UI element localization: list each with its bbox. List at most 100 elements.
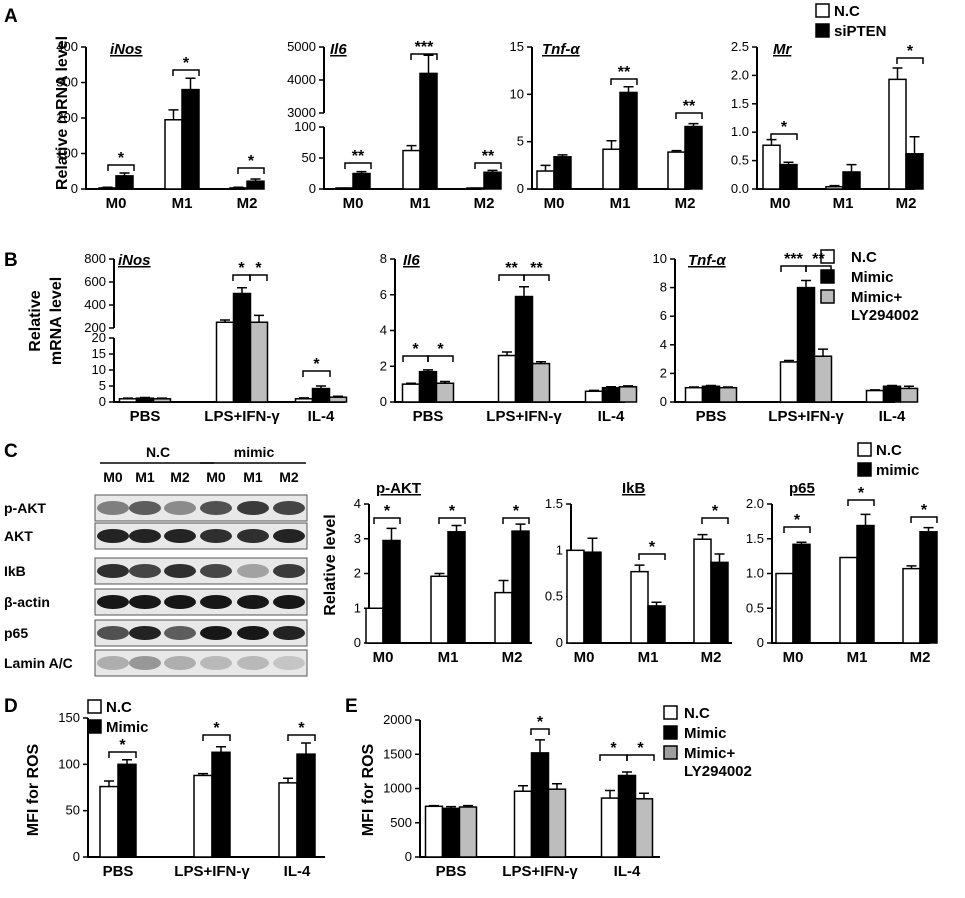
y-tick-label: 0.0	[731, 181, 749, 196]
error-bar	[697, 533, 708, 540]
bar-mimic-ly294002	[458, 806, 478, 858]
bar-mimic	[882, 385, 902, 403]
error-bar	[220, 319, 230, 323]
significance-bracket	[373, 517, 401, 524]
error-bar	[829, 184, 840, 187]
category-label: M0	[343, 195, 364, 212]
y-tick-label: 5000	[287, 39, 316, 54]
panel-label-e: E	[345, 696, 358, 717]
significance-bracket	[523, 274, 550, 281]
bar-mimic-ly294002	[531, 362, 551, 403]
y-tick-label: 300	[56, 75, 78, 90]
error-bar	[634, 564, 645, 572]
error-bar	[122, 758, 132, 765]
error-bar	[463, 804, 473, 807]
bar-n-c	[193, 774, 213, 858]
significance-bracket	[770, 133, 798, 140]
bar-sipten	[779, 163, 798, 190]
y-tick-label: 0	[309, 181, 316, 196]
legend-swatch-ly	[820, 289, 835, 304]
significance-bracket	[237, 167, 265, 174]
bar-n-c	[762, 144, 781, 190]
bar-sipten	[419, 72, 438, 190]
y-tick-label: 6	[660, 308, 667, 323]
bar-sipten	[483, 171, 502, 190]
legend-label-nc: N.C	[684, 705, 710, 722]
bar-mimic	[856, 524, 875, 644]
chart-c2: 0 0.5 1 1.5 IkB M0 M1 M2 * *	[545, 480, 732, 666]
bar-mimic	[447, 531, 466, 644]
y-tick-label: 0	[517, 181, 524, 196]
blot-band	[97, 626, 129, 640]
significance-marker: *	[118, 150, 125, 167]
error-bar	[301, 742, 311, 755]
legend-swatch-mimic	[87, 719, 102, 734]
y-tick-label: 10	[510, 86, 524, 101]
bar-n-c	[497, 354, 517, 403]
y-tick-label: 2	[660, 365, 667, 380]
significance-marker: *	[238, 260, 245, 277]
y-tick-label: 0.5	[545, 589, 563, 604]
bar-n-c	[839, 556, 858, 644]
legend-swatch-mimic	[857, 462, 872, 477]
error-bar	[237, 287, 247, 294]
significance-marker: *	[183, 55, 190, 72]
y-tick-label: 1.0	[746, 566, 764, 581]
category-label: M2	[502, 649, 523, 666]
blot-band	[97, 656, 129, 670]
bar-sipten	[352, 172, 371, 190]
bar-n-c	[566, 549, 585, 644]
significance-bracket	[805, 265, 832, 272]
error-bar	[870, 389, 880, 391]
bar-n-c	[584, 390, 604, 403]
bar-mimic	[296, 753, 316, 858]
category-label: M1	[410, 195, 431, 212]
blot-lane-label: M1	[135, 469, 155, 485]
y-tick-label: 8	[660, 280, 667, 295]
blot-band	[164, 656, 196, 670]
y-tick-label: 10	[92, 362, 106, 377]
y-tick-label: 100	[58, 756, 80, 771]
blot-band	[273, 501, 305, 515]
bar-mimic	[601, 386, 621, 403]
y-tick-label: 1.5	[731, 96, 749, 111]
significance-bracket	[502, 517, 530, 524]
error-bar	[651, 601, 662, 606]
y-tick-label: 0	[660, 394, 667, 409]
y-tick-label: 4	[354, 496, 361, 511]
error-bar	[406, 382, 416, 385]
significance-marker: *	[437, 341, 444, 358]
significance-marker: *	[858, 485, 865, 502]
blot-band	[164, 595, 196, 609]
bar-mimic	[232, 292, 252, 403]
y-tick-label: 8	[380, 251, 387, 266]
bar-mimic	[583, 551, 602, 644]
legend-label-mimic: Mimic	[106, 719, 149, 736]
blot-band	[200, 656, 232, 670]
error-bar	[123, 397, 133, 399]
category-label: LPS+IFN-γ	[174, 863, 250, 880]
y-tick-label: 600	[84, 274, 106, 289]
category-label: M1	[833, 195, 854, 212]
blot-band	[200, 595, 232, 609]
legend-swatch-sipten	[815, 23, 830, 38]
error-bar	[423, 369, 433, 372]
y-tick-label: 1	[354, 600, 361, 615]
error-bar	[216, 745, 226, 753]
error-bar	[623, 86, 634, 93]
y-tick-label: 3	[354, 531, 361, 546]
significance-bracket	[302, 370, 331, 377]
error-bar	[714, 553, 725, 563]
significance-bracket	[910, 516, 938, 523]
blot-lane-label: M1	[243, 469, 263, 485]
bar-n-c	[536, 170, 555, 190]
y-tick-label: 0	[380, 394, 387, 409]
bar-mimic	[117, 763, 137, 858]
bar-mimic-ly294002	[328, 396, 348, 403]
significance-marker: *	[781, 119, 788, 136]
significance-marker: *	[119, 737, 126, 754]
legend-d: N.C Mimic	[87, 699, 149, 736]
bar-mimic	[418, 370, 438, 403]
panel-a-ylabel: Relative mRNA level	[54, 36, 71, 190]
